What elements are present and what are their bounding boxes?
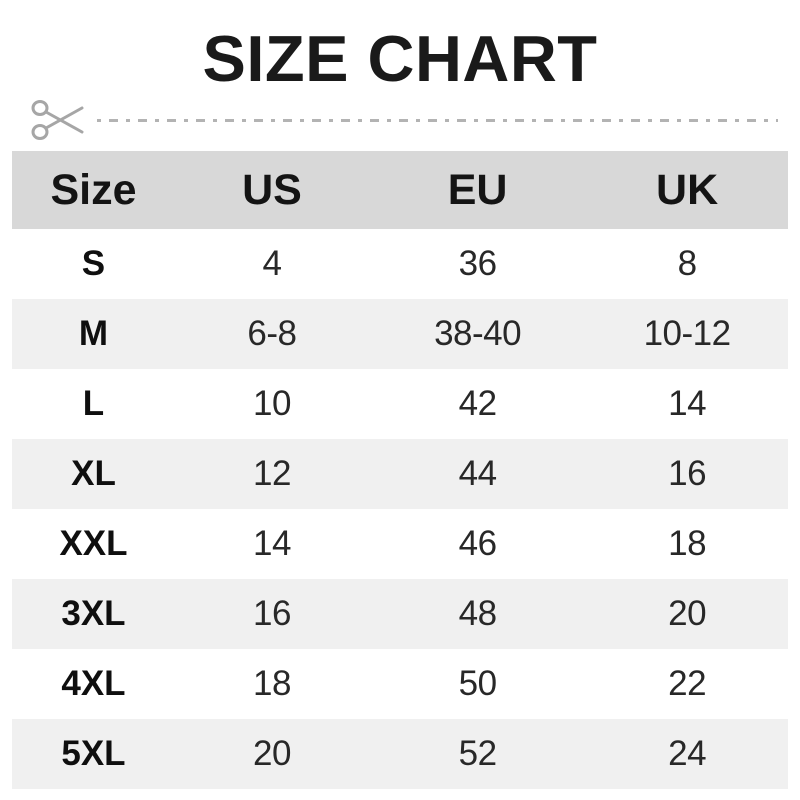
uk-cell: 14 [668, 384, 707, 423]
size-cell: L [82, 384, 105, 423]
table-row: 4XL 18 50 22 [12, 649, 788, 719]
uk-cell: 18 [668, 524, 707, 563]
column-header-size: Size [50, 165, 137, 214]
column-header-uk: UK [656, 165, 719, 214]
cut-line [30, 99, 778, 141]
table-row: XL 12 44 16 [12, 439, 788, 509]
uk-cell: 10-12 [643, 314, 732, 353]
page-title: SIZE CHART [202, 22, 598, 95]
uk-cell: 22 [668, 664, 707, 703]
eu-cell: 44 [458, 454, 497, 493]
us-cell: 6-8 [247, 314, 297, 353]
table-row: 3XL 16 48 20 [12, 579, 788, 649]
eu-cell: 48 [458, 594, 497, 633]
size-cell: 3XL [61, 594, 126, 633]
column-header-eu: EU [447, 165, 508, 214]
size-cell: 4XL [61, 664, 126, 703]
uk-cell: 24 [668, 734, 707, 773]
table-row: L 10 42 14 [12, 369, 788, 439]
size-cell: M [78, 314, 109, 353]
eu-cell: 38-40 [434, 314, 522, 353]
eu-cell: 52 [458, 734, 497, 773]
table-row: XXL 14 46 18 [12, 509, 788, 579]
size-chart-table: Size US EU UK S 4 36 8 M 6-8 38-40 10-12… [12, 151, 788, 789]
us-cell: 18 [252, 664, 291, 703]
uk-cell: 16 [668, 454, 707, 493]
dashed-cut-line [97, 118, 778, 122]
table-row: M 6-8 38-40 10-12 [12, 299, 788, 369]
size-cell: 5XL [61, 734, 126, 773]
eu-cell: 50 [458, 664, 497, 703]
us-cell: 16 [252, 594, 291, 633]
table-row: S 4 36 8 [12, 229, 788, 299]
size-cell: XXL [59, 524, 128, 563]
table-row: 5XL 20 52 24 [12, 719, 788, 789]
us-cell: 4 [262, 244, 282, 283]
us-cell: 14 [252, 524, 291, 563]
uk-cell: 20 [668, 594, 707, 633]
us-cell: 20 [252, 734, 291, 773]
table-header-row: Size US EU UK [12, 151, 788, 229]
size-cell: S [81, 244, 106, 283]
eu-cell: 42 [458, 384, 497, 423]
scissors-icon [31, 100, 84, 140]
size-cell: XL [71, 454, 116, 493]
table-body: S 4 36 8 M 6-8 38-40 10-12 L 10 42 14 XL… [12, 229, 788, 789]
us-cell: 10 [252, 384, 291, 423]
eu-cell: 36 [458, 244, 497, 283]
uk-cell: 8 [677, 244, 697, 283]
us-cell: 12 [252, 454, 291, 493]
column-header-us: US [242, 165, 302, 214]
eu-cell: 46 [458, 524, 497, 563]
